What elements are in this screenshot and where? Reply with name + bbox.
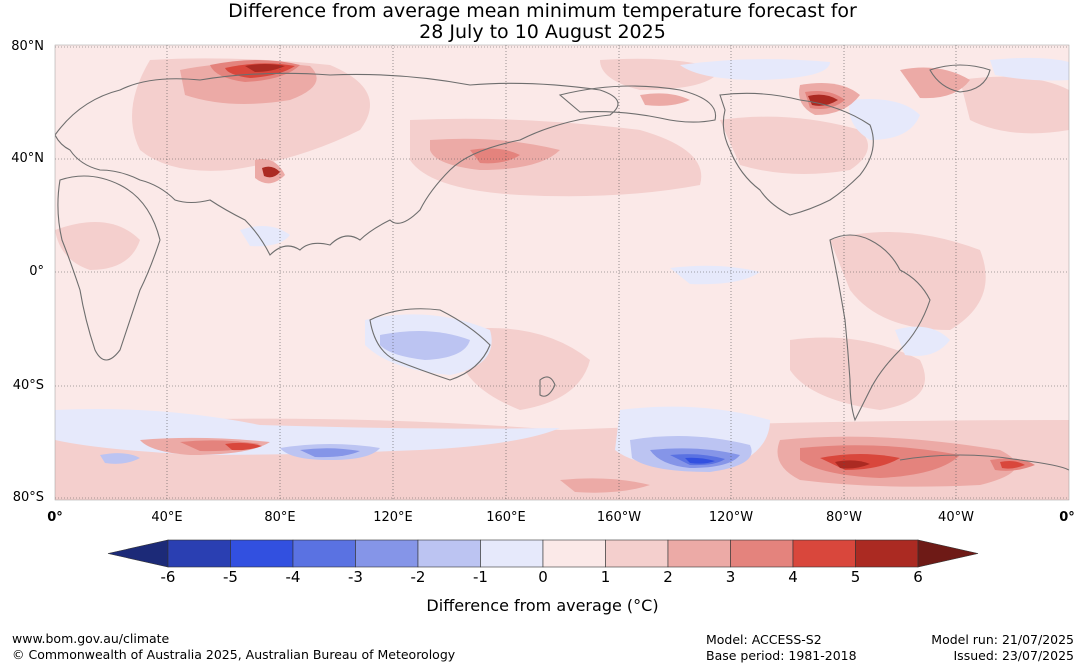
lon-label-80e: 80°E	[264, 510, 296, 525]
colorbar-tick-label: -5	[223, 568, 238, 586]
anomaly-field	[55, 45, 1069, 500]
colorbar-bin	[605, 539, 669, 568]
colorbar-bin	[355, 539, 419, 568]
colorbar-tick-label: 4	[788, 568, 798, 586]
colorbar-bin	[292, 539, 356, 568]
colorbar-tick-label: -6	[160, 568, 176, 586]
lat-label-80n: 80°N	[11, 39, 44, 54]
graticule	[55, 45, 1069, 500]
colorbar-bin	[667, 539, 731, 568]
colorbar-bins	[107, 539, 979, 568]
footer-website: www.bom.gov.au/climate	[12, 631, 170, 646]
footer-copyright: © Commonwealth of Australia 2025, Austra…	[12, 647, 456, 662]
footer-base-period: Base period: 1981-2018	[706, 648, 857, 663]
colorbar-tick-label: 3	[725, 568, 736, 586]
lon-label-0-east: 0°	[1059, 510, 1075, 525]
lon-label-160e: 160°E	[486, 510, 526, 525]
lon-label-80w: 80°W	[826, 510, 862, 525]
colorbar-tick-label: 5	[850, 568, 861, 586]
colorbar-extend-high	[917, 539, 979, 568]
footer-issued: Issued: 23/07/2025	[953, 648, 1075, 663]
colorbar-tick-label: -3	[348, 568, 363, 586]
colorbar-bin	[480, 539, 544, 568]
colorbar-bin	[167, 539, 231, 568]
lon-label-120e: 120°E	[373, 510, 413, 525]
colorbar-tick-label: -4	[285, 568, 301, 586]
map-frame	[54, 44, 1070, 501]
lat-label-40s: 40°S	[12, 378, 44, 393]
footer-model: Model: ACCESS-S2	[706, 632, 822, 647]
colorbar-bin	[792, 539, 856, 568]
anomaly-strong-negative-core	[300, 448, 740, 468]
land-outlines	[55, 64, 1069, 471]
colorbar-tick-label: 6	[913, 568, 923, 586]
colorbar-bin	[855, 539, 919, 568]
colorbar-bin	[730, 539, 794, 568]
colorbar-tick-label: 1	[600, 568, 611, 586]
map-title-line-2: 28 July to 10 August 2025	[419, 21, 666, 43]
colorbar-tick-label: -1	[473, 568, 488, 586]
lat-label-80s: 80°S	[12, 490, 44, 505]
colorbar-label: Difference from average (°C)	[426, 596, 659, 615]
lon-label-40e: 40°E	[151, 510, 183, 525]
colorbar-tick-label: 2	[663, 568, 673, 586]
colorbar-bin	[542, 539, 606, 568]
colorbar-tick-label: 0	[538, 568, 548, 586]
lat-label-equator: 0°	[29, 264, 44, 279]
colorbar-extend-low	[107, 539, 169, 568]
lon-label-120w: 120°W	[708, 510, 754, 525]
map-title-line-1: Difference from average mean minimum tem…	[228, 0, 857, 22]
lon-label-40w: 40°W	[938, 510, 974, 525]
lat-label-40n: 40°N	[11, 151, 44, 166]
lon-label-160w: 160°W	[596, 510, 642, 525]
colorbar-bin	[230, 539, 294, 568]
lon-label-0-west: 0°	[47, 510, 63, 525]
footer-model-run: Model run: 21/07/2025	[931, 632, 1074, 647]
colorbar-bin	[417, 539, 481, 568]
colorbar-tick-label: -2	[410, 568, 426, 586]
